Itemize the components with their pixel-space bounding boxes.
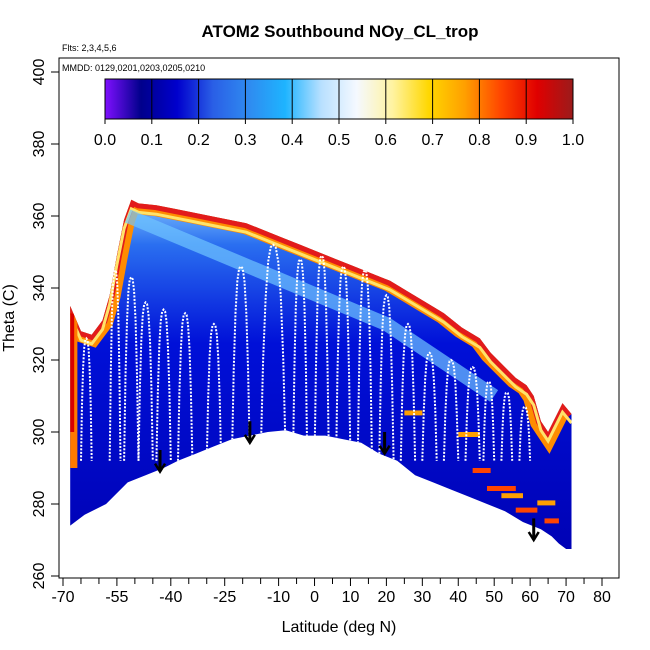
colorbar-tick-label: 0.7 (421, 132, 443, 149)
left-edge-red (70, 313, 75, 432)
warm-fragment (544, 518, 559, 524)
colorbar-tick-label: 0.0 (94, 132, 116, 149)
profile-track (137, 300, 154, 461)
x-tick-label: 80 (593, 589, 611, 606)
warm-fragment (458, 432, 480, 437)
y-tick-label: 360 (31, 203, 48, 230)
x-tick-label: -10 (267, 589, 290, 606)
arrow-head (378, 444, 391, 456)
profile-track (108, 267, 122, 461)
x-tick-label: 30 (413, 589, 431, 606)
arrow-head (527, 531, 540, 543)
x-tick-label: -70 (51, 589, 74, 606)
x-tick-label: 60 (521, 589, 539, 606)
colorbar-tick-label: 0.8 (468, 132, 490, 149)
profile-track (421, 351, 438, 461)
profile-track (80, 336, 93, 461)
colorbar-tick-label: 0.3 (234, 132, 256, 149)
x-tick-label: 40 (449, 589, 467, 606)
y-tick-label: 260 (31, 563, 48, 590)
plot-frame (58, 57, 620, 579)
data-field (70, 199, 572, 550)
warm-fragment (487, 486, 516, 491)
x-tick-label: 70 (557, 589, 575, 606)
colorbar-tick-label: 0.2 (187, 132, 209, 149)
band-yellow (70, 206, 572, 444)
profile-track (177, 311, 194, 461)
x-tick-label: 20 (378, 589, 396, 606)
profile-track (442, 358, 460, 461)
colorbar-tick-label: 0.6 (375, 132, 397, 149)
y-tick-label: 300 (31, 419, 48, 446)
x-axis: -70 -55 -40 -25 -10 0 10 20 30 40 50 60 70 80 (51, 578, 611, 606)
y-tick-label: 280 (31, 491, 48, 518)
x-tick-label: 0 (310, 589, 319, 606)
colorbar-tick-label: 1.0 (562, 132, 584, 149)
profile-track (378, 293, 395, 461)
warm-fragment (515, 507, 538, 513)
warm-fragment (404, 410, 423, 416)
profile-track (399, 322, 417, 461)
warm-fragment (537, 500, 556, 506)
warm-fragment (501, 493, 523, 499)
y-axis-label: Theta (C) (1, 284, 18, 352)
y-tick-label: 400 (31, 59, 48, 86)
profile-track (356, 268, 373, 461)
x-tick-label: 10 (342, 589, 360, 606)
chart-title: ATOM2 Southbound NOy_CL_trop (201, 22, 478, 41)
colorbar: 0.0 0.1 0.2 0.3 0.4 0.5 0.6 0.7 0.8 0.9 1.0 (94, 78, 584, 149)
arrow-head (153, 462, 167, 474)
colorbar-tick-label: 0.9 (515, 132, 537, 149)
arrow-head (243, 434, 256, 446)
x-tick-label: -40 (159, 589, 182, 606)
profile-track (292, 257, 309, 461)
profile-track (482, 380, 496, 461)
profile-track (464, 365, 481, 461)
flights-label: Flts: 2,3,4,5,6 (62, 43, 117, 53)
x-axis-label: Latitude (deg N) (282, 619, 397, 636)
y-tick-label: 320 (31, 347, 48, 374)
profile-track (205, 322, 223, 461)
profile-track (123, 275, 140, 461)
x-tick-label: 50 (485, 589, 503, 606)
profile-track (518, 405, 532, 461)
y-tick-label: 340 (31, 275, 48, 302)
colorbar-tick-label: 0.5 (328, 132, 350, 149)
x-tick-label: -25 (213, 589, 236, 606)
streak (124, 209, 499, 402)
colorbar-tick-label: 0.1 (141, 132, 163, 149)
x-tick-label: -55 (105, 589, 128, 606)
y-axis: 260 280 300 320 340 360 380 400 (31, 59, 59, 590)
dates-label: MMDD: 0129,0201,0203,0205,0210 (62, 63, 205, 73)
warm-fragment (472, 468, 491, 473)
profile-track (155, 308, 172, 461)
y-tick-label: 380 (31, 131, 48, 158)
profile-track (259, 243, 287, 461)
colorbar-tick-label: 0.4 (281, 132, 303, 149)
